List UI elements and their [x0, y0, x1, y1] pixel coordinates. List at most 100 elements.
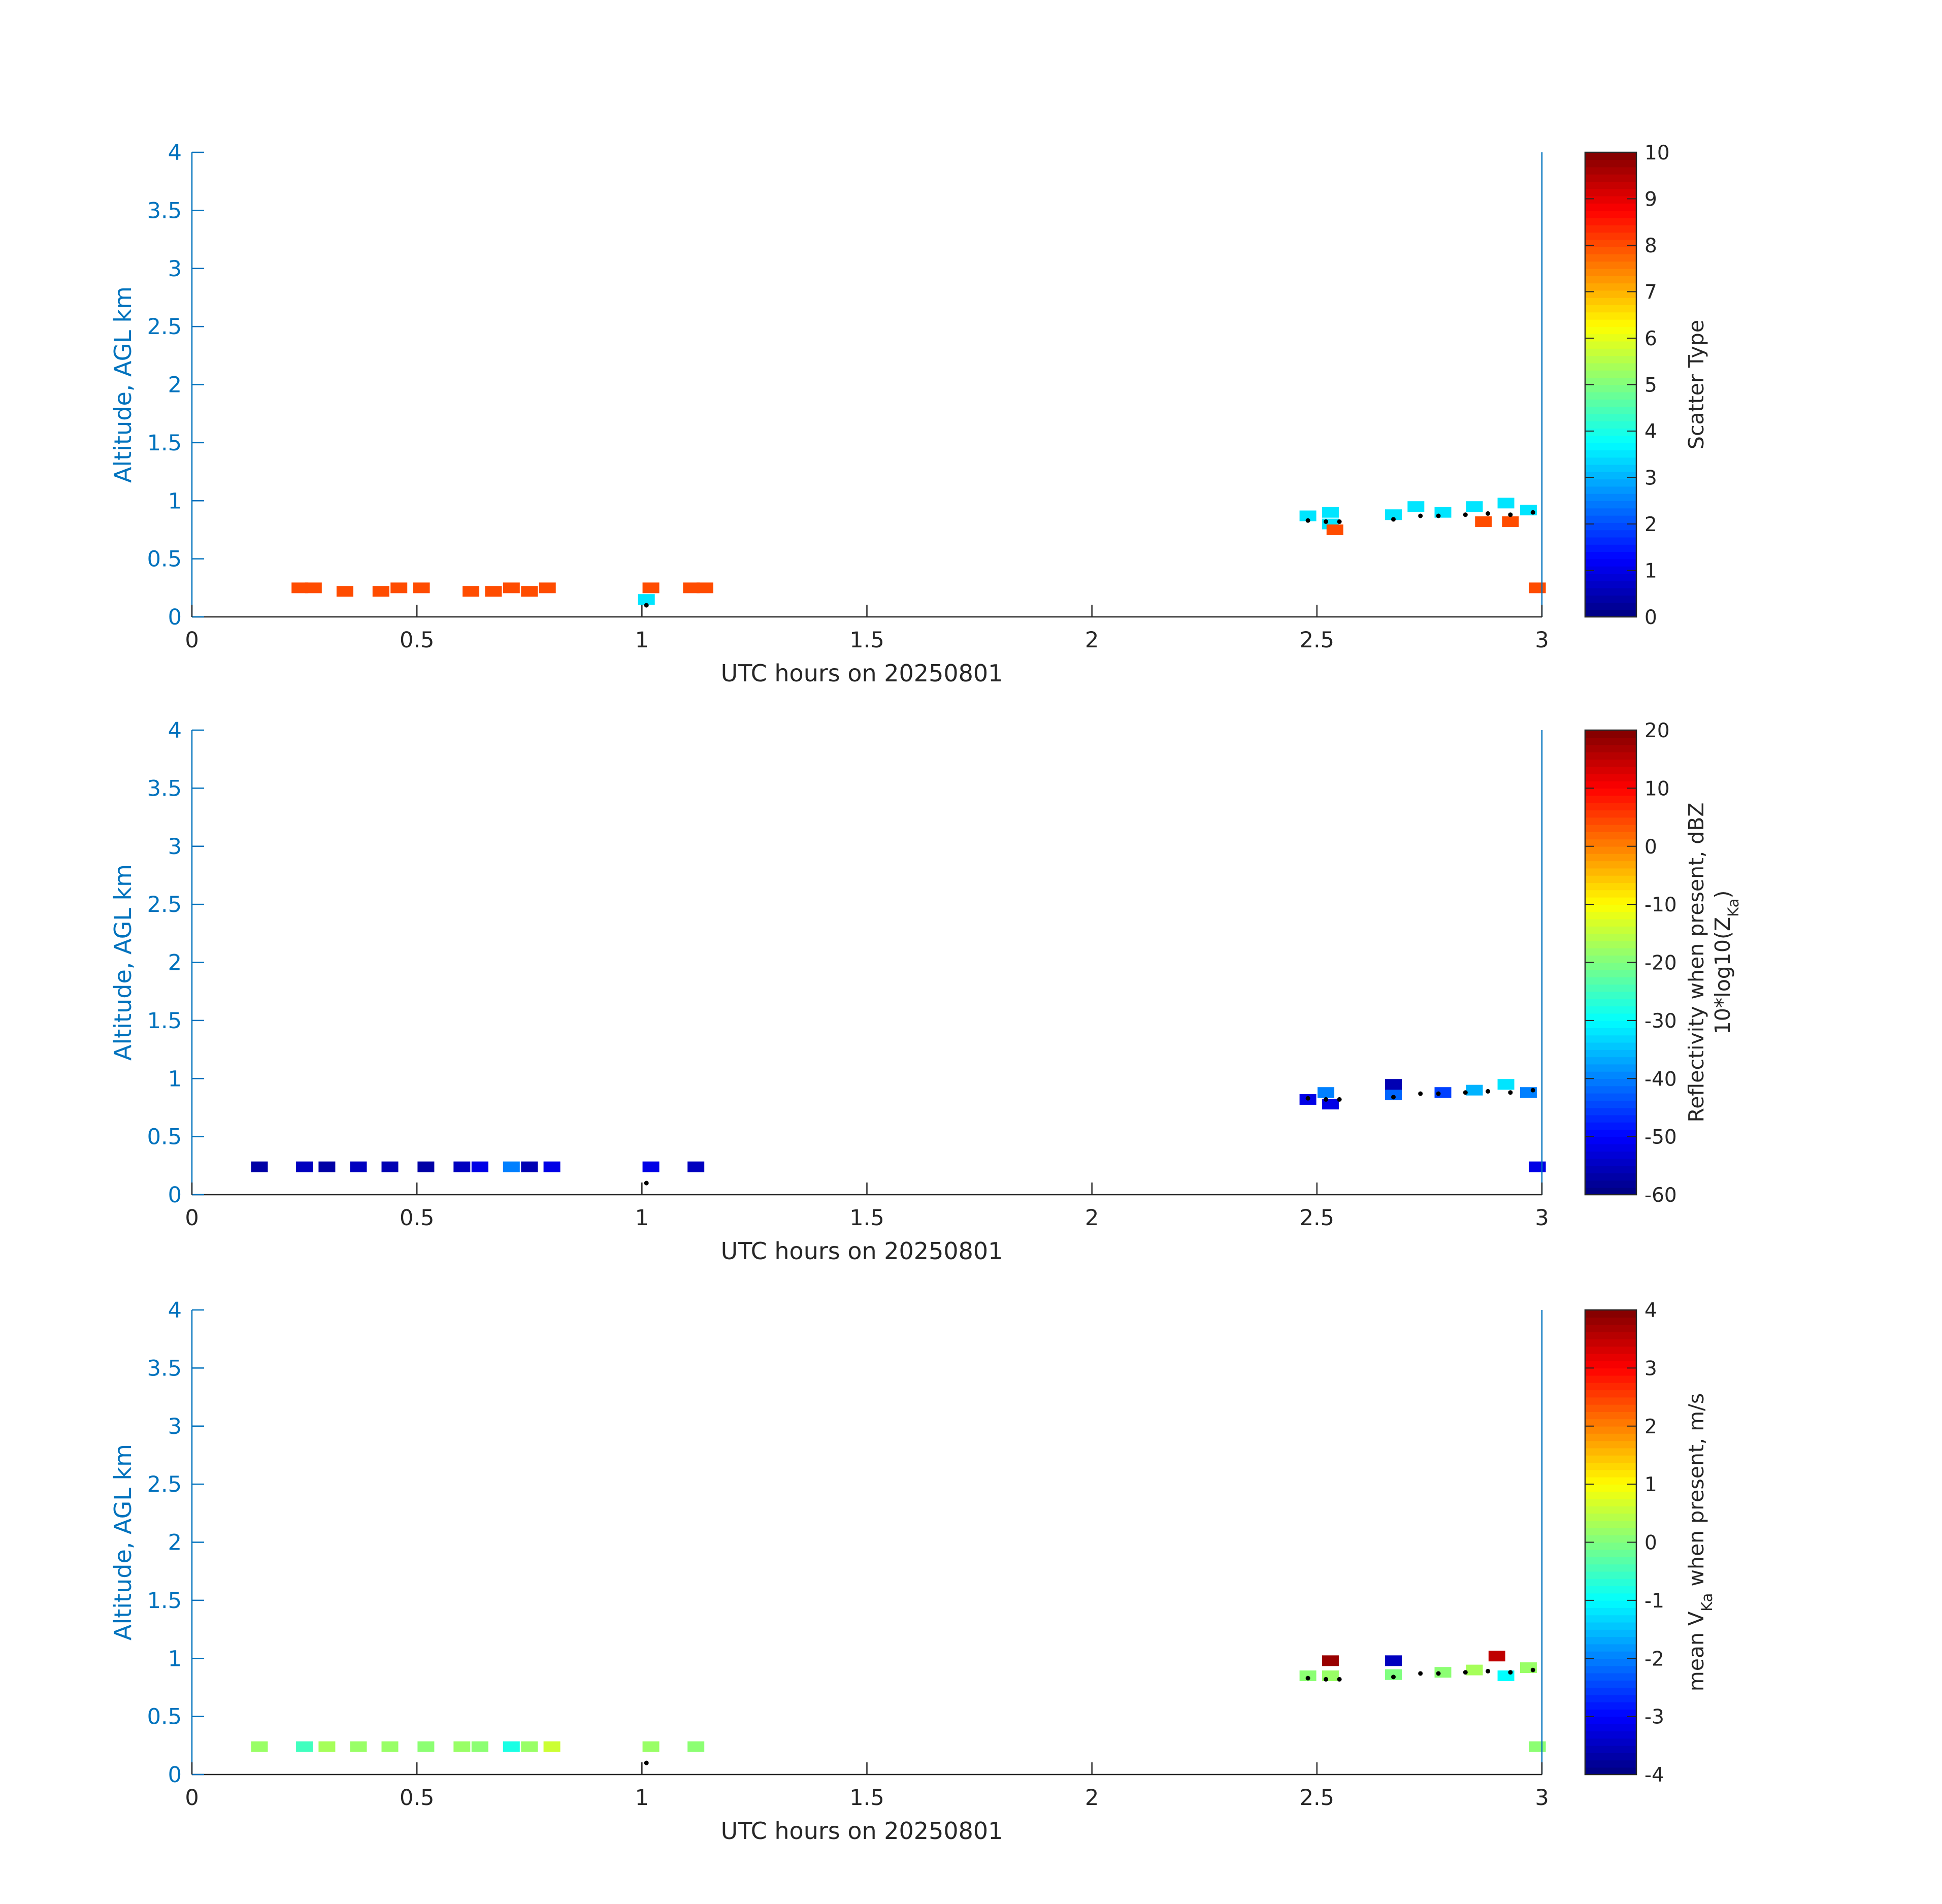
colorbar-segment [1585, 595, 1636, 603]
y-tick-label: 3 [168, 256, 182, 282]
colorbar-segment [1585, 566, 1636, 574]
x-tick-label: 0.5 [400, 1205, 434, 1231]
y-tick-label: 2.5 [147, 314, 182, 340]
data-cell [521, 586, 538, 597]
colorbar-segment [1585, 1440, 1636, 1449]
height-marker [644, 1180, 649, 1186]
data-cell [521, 1161, 538, 1172]
colorbar-segment [1585, 305, 1636, 313]
colorbar-segment [1585, 1578, 1636, 1587]
colorbar-segment [1585, 167, 1636, 175]
data-cell [696, 582, 713, 594]
colorbar: -4 -3 -2 -1 0 1 2 3 4 mean VKa when present, m/s [1584, 1299, 1716, 1787]
y-tick-label: 1 [168, 1646, 182, 1671]
colorbar-segment [1585, 788, 1636, 796]
height-marker [1436, 513, 1441, 518]
colorbar-segment [1585, 1028, 1636, 1036]
y-tick-label: 0 [168, 1762, 182, 1788]
y-tick-label: 2.5 [147, 1472, 182, 1497]
y-tick-label: 1 [168, 1066, 182, 1092]
colorbar-segment [1585, 297, 1636, 306]
data-cell [1326, 524, 1343, 535]
data-cell [683, 582, 700, 594]
x-axis-label: UTC hours on 20250801 [721, 1817, 1003, 1845]
data-cell [1529, 1161, 1546, 1172]
colorbar-segment [1585, 442, 1636, 450]
colorbar-segment [1585, 181, 1636, 189]
x-tick-label: 2 [1085, 628, 1099, 653]
y-tick-label: 1 [168, 488, 182, 514]
colorbar-segment [1585, 413, 1636, 421]
colorbar-segment [1585, 926, 1636, 934]
colorbar-segment [1585, 1469, 1636, 1478]
colorbar-tick-label: 0 [1644, 836, 1657, 859]
panel-1: 0 0.5 1 1.5 2 2.5 3 3.5 4 0 0.5 1 1.5 2 2.5 3 UTC hours … [109, 140, 1708, 687]
colorbar-tick-label: 0 [1644, 1532, 1657, 1555]
height-marker [1508, 512, 1513, 517]
data-cell [503, 582, 520, 594]
colorbar-segment [1585, 1404, 1636, 1412]
colorbar-segment [1585, 1317, 1636, 1325]
data-cell [1299, 1670, 1316, 1682]
x-tick-label: 2 [1085, 1205, 1099, 1231]
colorbar-tick-label: 3 [1644, 1357, 1657, 1380]
colorbar-segment [1585, 1107, 1636, 1115]
colorbar-segment [1585, 1600, 1636, 1608]
colorbar-segment [1585, 1665, 1636, 1673]
x-tick-label: 3 [1535, 1785, 1549, 1811]
colorbar-segment [1585, 1527, 1636, 1536]
colorbar-segment [1585, 1658, 1636, 1666]
panel-3: 0 0.5 1 1.5 2 2.5 3 3.5 4 0 0.5 1 1.5 2 2.5 3 UTC hours … [109, 1298, 1716, 1845]
height-marker [1391, 1675, 1396, 1680]
colorbar-segment [1585, 1375, 1636, 1383]
y-tick-label: 3 [168, 834, 182, 860]
colorbar-segment [1585, 188, 1636, 196]
colorbar-segment [1585, 1557, 1636, 1565]
y-tick-label: 0.5 [147, 1125, 182, 1150]
data-cell [318, 1161, 336, 1172]
colorbar-segment [1585, 1324, 1636, 1332]
x-tick-label: 0.5 [400, 1785, 434, 1811]
y-tick-label: 0.5 [147, 547, 182, 572]
colorbar-segment [1585, 609, 1636, 617]
y-tick-label: 2.5 [147, 892, 182, 917]
y-tick-label: 3.5 [147, 1356, 182, 1381]
colorbar-segment [1585, 1173, 1636, 1181]
colorbar-segment [1585, 1520, 1636, 1528]
colorbar-segment [1585, 530, 1636, 538]
colorbar-segment [1585, 508, 1636, 516]
height-marker [1530, 1088, 1535, 1093]
y-tick-label: 2 [168, 950, 182, 976]
colorbar-segment [1585, 1006, 1636, 1014]
colorbar-segment [1585, 1484, 1636, 1492]
colorbar-tick-label: 5 [1644, 374, 1657, 397]
colorbar-segment [1585, 1535, 1636, 1543]
colorbar-segment [1585, 217, 1636, 225]
colorbar-tick-label: 7 [1644, 281, 1657, 304]
data-cell [463, 586, 480, 597]
y-tick-label: 3 [168, 1414, 182, 1439]
colorbar-tick-label: -40 [1644, 1068, 1677, 1091]
height-marker [644, 603, 649, 608]
colorbar-segment [1585, 875, 1636, 883]
y-tick-label: 2 [168, 373, 182, 398]
colorbar-segment [1585, 312, 1636, 320]
colorbar-segment [1585, 1361, 1636, 1369]
colorbar-segment [1585, 795, 1636, 803]
x-tick-label: 3 [1535, 628, 1549, 653]
colorbar-segment [1585, 406, 1636, 414]
height-marker [1436, 1091, 1441, 1096]
colorbar-segment [1585, 839, 1636, 847]
data-cell [296, 1161, 313, 1172]
data-cell [1385, 509, 1402, 520]
colorbar-segment [1585, 1100, 1636, 1108]
x-axis-label: UTC hours on 20250801 [721, 1237, 1003, 1265]
colorbar-segment [1585, 515, 1636, 523]
x-tick-label: 2.5 [1300, 1205, 1334, 1231]
colorbar-segment [1585, 450, 1636, 458]
colorbar-segment [1585, 1057, 1636, 1065]
colorbar-segment [1585, 522, 1636, 531]
colorbar-segment [1585, 730, 1636, 738]
colorbar-segment [1585, 1745, 1636, 1753]
